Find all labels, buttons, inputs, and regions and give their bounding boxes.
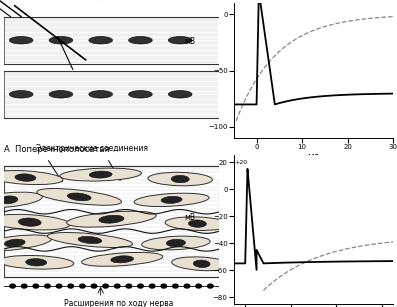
Circle shape [149, 284, 155, 288]
Circle shape [114, 284, 120, 288]
Ellipse shape [0, 196, 18, 204]
Circle shape [45, 284, 50, 288]
Circle shape [126, 284, 132, 288]
Circle shape [208, 284, 213, 288]
Ellipse shape [26, 258, 47, 266]
Circle shape [184, 284, 190, 288]
Ellipse shape [129, 37, 152, 44]
Ellipse shape [49, 37, 73, 44]
Circle shape [138, 284, 143, 288]
Ellipse shape [47, 232, 133, 247]
Bar [4, 166, 219, 277]
Ellipse shape [15, 174, 36, 181]
Circle shape [68, 284, 73, 288]
Circle shape [91, 284, 97, 288]
Ellipse shape [168, 91, 192, 98]
Ellipse shape [49, 91, 73, 98]
Circle shape [21, 284, 27, 288]
Ellipse shape [161, 196, 182, 203]
Ellipse shape [168, 37, 192, 44]
Circle shape [56, 284, 62, 288]
Ellipse shape [172, 257, 232, 271]
Circle shape [103, 284, 108, 288]
Y-axis label: мВ: мВ [184, 213, 195, 222]
Ellipse shape [0, 170, 63, 185]
X-axis label: МС: МС [308, 154, 319, 163]
Ellipse shape [10, 91, 33, 98]
Text: Электрические соединения: Электрические соединения [36, 144, 148, 153]
Ellipse shape [67, 211, 156, 227]
Ellipse shape [0, 192, 42, 208]
Ellipse shape [134, 193, 209, 207]
Y-axis label: мВ: мВ [184, 37, 195, 46]
Ellipse shape [165, 217, 229, 231]
Ellipse shape [0, 235, 52, 251]
Ellipse shape [67, 193, 91, 201]
Ellipse shape [60, 168, 141, 181]
Ellipse shape [193, 260, 210, 267]
Circle shape [33, 284, 39, 288]
Ellipse shape [89, 171, 112, 178]
Bar [4, 71, 219, 118]
Ellipse shape [142, 236, 210, 250]
Ellipse shape [89, 91, 112, 98]
Ellipse shape [129, 91, 152, 98]
Circle shape [173, 284, 178, 288]
Ellipse shape [0, 214, 70, 230]
Text: Расширения по ходу нерва: Расширения по ходу нерва [64, 299, 173, 307]
Ellipse shape [37, 188, 121, 205]
Text: А  Поперечнополосатая: А Поперечнополосатая [4, 145, 110, 154]
Circle shape [161, 284, 167, 288]
Ellipse shape [148, 172, 212, 186]
Circle shape [196, 284, 201, 288]
Ellipse shape [171, 175, 189, 183]
Ellipse shape [81, 252, 163, 266]
Ellipse shape [0, 255, 74, 269]
Text: +20: +20 [234, 160, 247, 165]
Ellipse shape [4, 239, 25, 247]
Circle shape [79, 284, 85, 288]
Circle shape [10, 284, 15, 288]
Ellipse shape [78, 236, 102, 244]
Ellipse shape [18, 218, 41, 226]
Ellipse shape [10, 37, 33, 44]
Ellipse shape [166, 239, 185, 247]
Ellipse shape [89, 37, 112, 44]
Bar [4, 17, 219, 64]
Ellipse shape [188, 220, 206, 227]
Ellipse shape [99, 215, 124, 223]
Ellipse shape [111, 256, 133, 263]
